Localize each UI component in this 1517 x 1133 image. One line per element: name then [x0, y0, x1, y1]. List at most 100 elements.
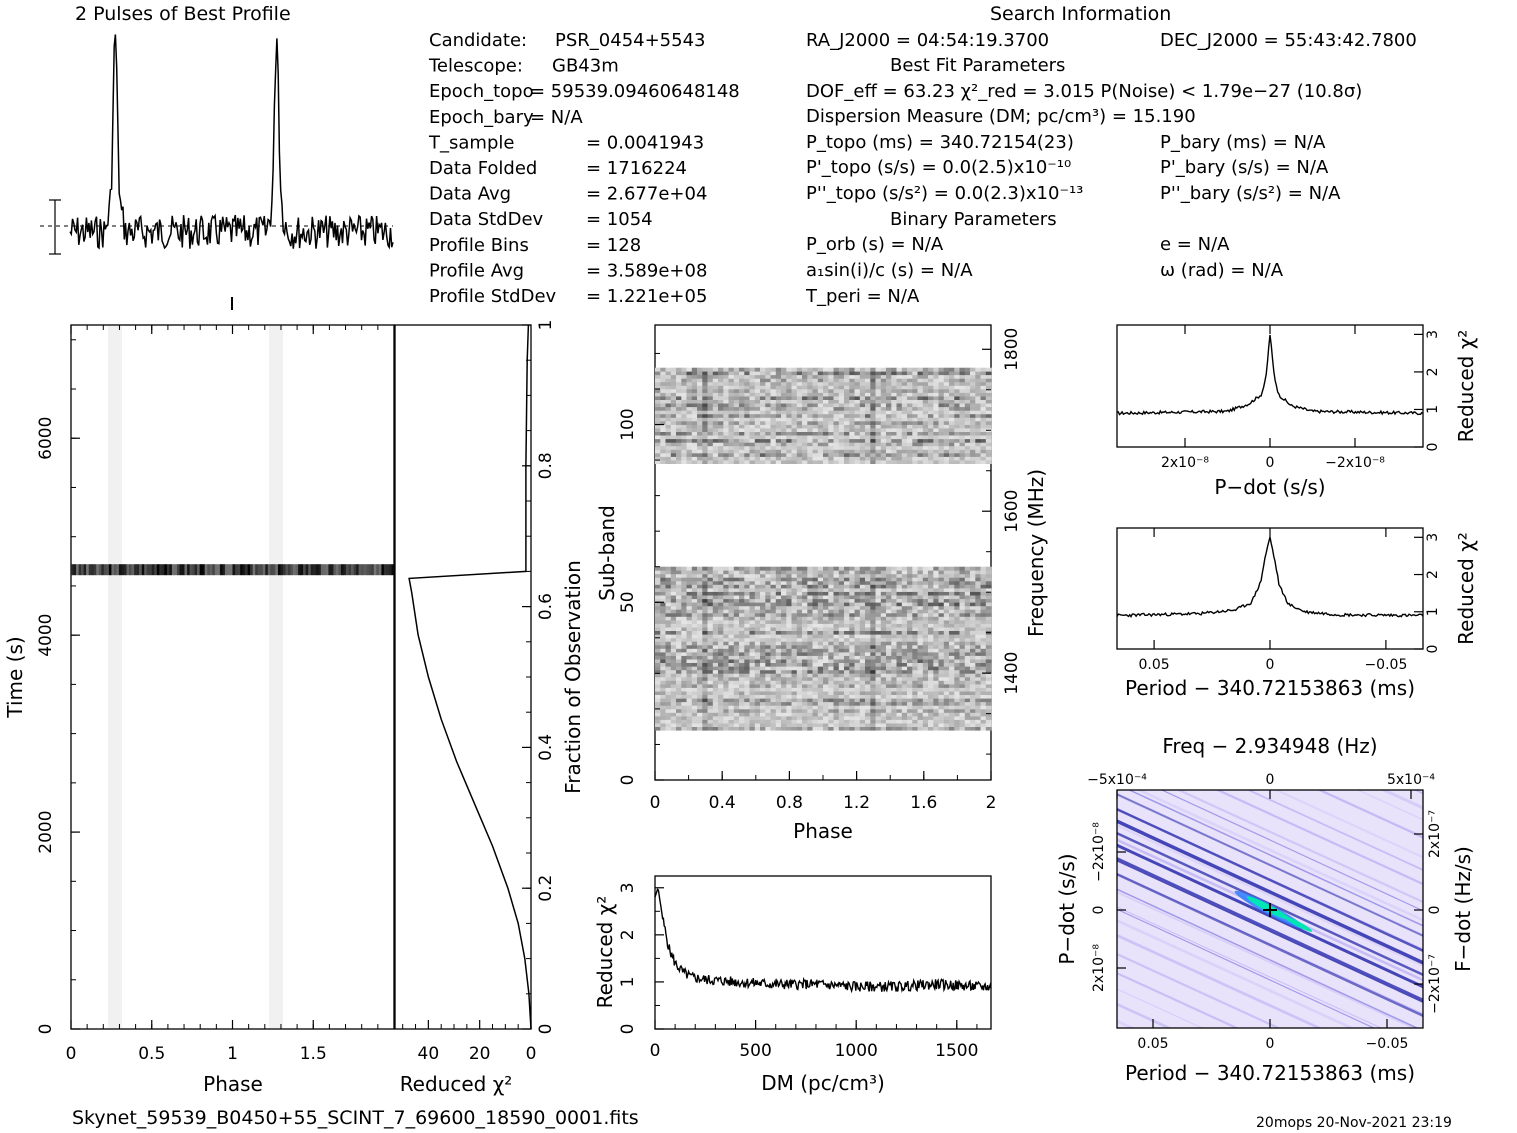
subband-cell [828, 367, 834, 372]
subband-cell [938, 680, 945, 685]
subband-cell [744, 726, 750, 731]
subband-cell [660, 588, 666, 592]
band-cell [298, 564, 301, 576]
subband-cell [817, 684, 824, 688]
subband-cell [844, 580, 850, 585]
subband-cell [707, 705, 714, 710]
subband-cell [802, 453, 808, 457]
subband-cell [980, 396, 987, 400]
subband-cell [686, 669, 693, 674]
subband-cell [744, 616, 750, 621]
subband-cell [917, 403, 924, 408]
subband-cell [765, 460, 771, 464]
subband-cell [765, 374, 771, 379]
subband-cell [655, 701, 661, 706]
subband-cell [660, 573, 666, 578]
subband-cell [739, 417, 745, 422]
subband-cell [749, 445, 756, 450]
subband-cell [854, 449, 861, 454]
subband-cell [933, 662, 939, 667]
subband-cell [739, 438, 745, 443]
subband-cell [765, 627, 771, 631]
subband-cell [912, 641, 918, 646]
subband-cell [739, 396, 745, 400]
subband-cell [896, 406, 903, 411]
subband-cell [854, 577, 861, 582]
subband-cell [760, 719, 766, 724]
subband-cell [676, 378, 682, 383]
subband-cell [870, 445, 876, 450]
subband-cell [749, 381, 756, 386]
subband-cell [854, 648, 861, 653]
subband-cell [928, 442, 934, 447]
subband-cell [865, 602, 871, 607]
subband-cell [933, 431, 939, 436]
subband-cell [849, 630, 855, 635]
subband-cell [901, 570, 908, 575]
subband-cell [849, 403, 855, 408]
subband-cell [655, 691, 661, 695]
subband-cell [922, 424, 929, 429]
subband-cell [823, 705, 829, 710]
subband-cell [854, 424, 861, 429]
pulse-profile [40, 34, 394, 310]
subband-cell [707, 612, 714, 617]
subband-cell [912, 723, 918, 727]
subband-cell [707, 396, 714, 400]
subband-cell [760, 389, 766, 393]
tick-label: 0.4 [536, 734, 556, 761]
subband-cell [728, 669, 735, 674]
subband-cell [796, 378, 803, 383]
subband-cell [712, 438, 719, 443]
subband-cell [943, 595, 950, 600]
subband-cell [749, 392, 756, 397]
subband-cell [912, 605, 918, 610]
subband-cell [985, 410, 992, 415]
subband-cell [970, 396, 976, 400]
subband-cell [917, 605, 924, 610]
subband-cell [954, 438, 960, 443]
subband-cell [676, 431, 682, 436]
subband-cell [838, 456, 845, 461]
subband-cell [665, 630, 672, 635]
subband-cell [781, 612, 787, 617]
subband-cell [985, 595, 992, 600]
subband-cell [838, 367, 845, 372]
subband-cell [765, 602, 771, 607]
subband-cell [938, 570, 945, 575]
subband-cell [859, 662, 866, 667]
subband-cell [749, 460, 756, 464]
subband-cell [660, 438, 666, 443]
subband-cell [770, 680, 777, 685]
subband-cell [954, 399, 960, 404]
subband-cell [943, 403, 950, 408]
subband-cell [943, 381, 950, 386]
subband-cell [665, 598, 672, 603]
subband-cell [697, 374, 703, 379]
subband-cell [880, 680, 887, 685]
subband-cell [838, 616, 845, 621]
subband-cell [744, 456, 750, 461]
subband-cell [907, 623, 913, 628]
subband-cell [922, 712, 929, 717]
subband-cell [912, 648, 918, 653]
subband-cell [954, 659, 960, 663]
subband-cell [702, 431, 708, 436]
subband-cell [922, 659, 929, 663]
subband-cell [691, 691, 698, 695]
subband-cell [954, 392, 960, 397]
subband-cell [686, 431, 693, 436]
subband-cell [807, 666, 813, 671]
subband-cell [807, 648, 813, 653]
subband-cell [786, 666, 792, 671]
subband-cell [691, 602, 698, 607]
subband-cell [655, 684, 661, 688]
band-cell [230, 564, 233, 576]
subband-cell [802, 403, 808, 408]
subband-cell [702, 570, 708, 575]
subband-cell [760, 584, 766, 589]
subband-cell [964, 716, 971, 720]
subband-cell [964, 719, 971, 724]
subband-cell [791, 428, 798, 432]
subband-cell [922, 460, 929, 464]
